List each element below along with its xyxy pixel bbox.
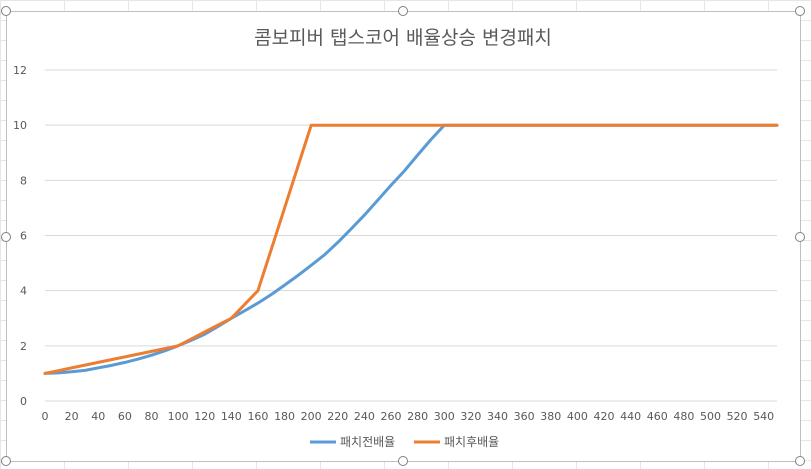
x-tick-label: 460 [647, 410, 668, 423]
resize-handle[interactable] [398, 6, 408, 16]
x-tick-label: 180 [274, 410, 295, 423]
y-tick-label: 4 [20, 285, 27, 298]
x-tick-label: 360 [514, 410, 535, 423]
legend-label-1: 패치전배율 [340, 435, 395, 449]
series-line-2 [43, 123, 779, 375]
x-tick-label: 260 [381, 410, 402, 423]
x-tick-label: 400 [567, 410, 588, 423]
y-tick-label: 10 [13, 119, 27, 132]
y-tick-label: 8 [20, 174, 27, 187]
resize-handle[interactable] [795, 232, 805, 242]
resize-handle[interactable] [1, 6, 11, 16]
legend-label-2: 패치후배율 [444, 435, 499, 449]
x-tick-label: 140 [221, 410, 242, 423]
x-tick-label: 300 [434, 410, 455, 423]
x-tick-label: 0 [42, 410, 49, 423]
x-tick-label: 480 [673, 410, 694, 423]
x-tick-label: 240 [354, 410, 375, 423]
x-tick-label: 200 [301, 410, 322, 423]
resize-handle[interactable] [1, 232, 11, 242]
y-tick-label: 0 [20, 395, 27, 408]
x-tick-label: 20 [65, 410, 79, 423]
y-tick-label: 2 [20, 340, 27, 353]
x-tick-label: 80 [144, 410, 158, 423]
chart-area[interactable] [6, 11, 801, 462]
x-tick-label: 60 [118, 410, 132, 423]
resize-handle[interactable] [795, 6, 805, 16]
x-tick-label: 340 [487, 410, 508, 423]
x-tick-label: 100 [168, 410, 189, 423]
x-tick-label: 440 [620, 410, 641, 423]
x-tick-label: 40 [91, 410, 105, 423]
x-tick-label: 380 [540, 410, 561, 423]
x-tick-label: 540 [753, 410, 774, 423]
series-line-1 [43, 123, 779, 375]
x-tick-label: 220 [327, 410, 348, 423]
y-tick-label: 12 [13, 64, 27, 77]
x-tick-label: 120 [194, 410, 215, 423]
x-tick-label: 500 [700, 410, 721, 423]
x-tick-label: 320 [460, 410, 481, 423]
resize-handle[interactable] [795, 456, 805, 466]
resize-handle[interactable] [398, 456, 408, 466]
x-tick-label: 280 [407, 410, 428, 423]
resize-handle[interactable] [1, 456, 11, 466]
y-tick-label: 6 [20, 230, 27, 243]
x-tick-label: 160 [247, 410, 268, 423]
x-tick-label: 520 [727, 410, 748, 423]
x-tick-label: 420 [593, 410, 614, 423]
chart-title: 콤보피버 탭스코어 배율상승 변경패치 [254, 27, 552, 49]
